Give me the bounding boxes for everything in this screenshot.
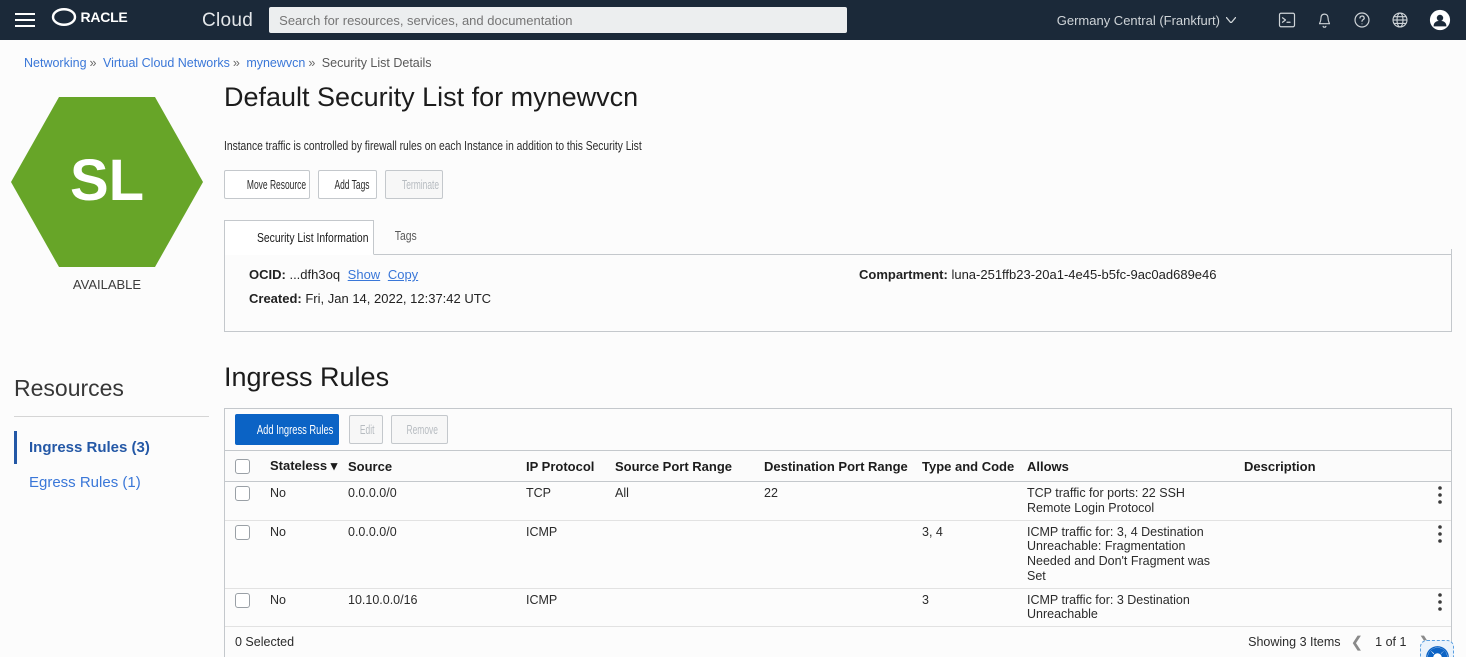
svg-text:RACLE: RACLE (81, 9, 128, 25)
svg-text:SL: SL (70, 148, 144, 213)
